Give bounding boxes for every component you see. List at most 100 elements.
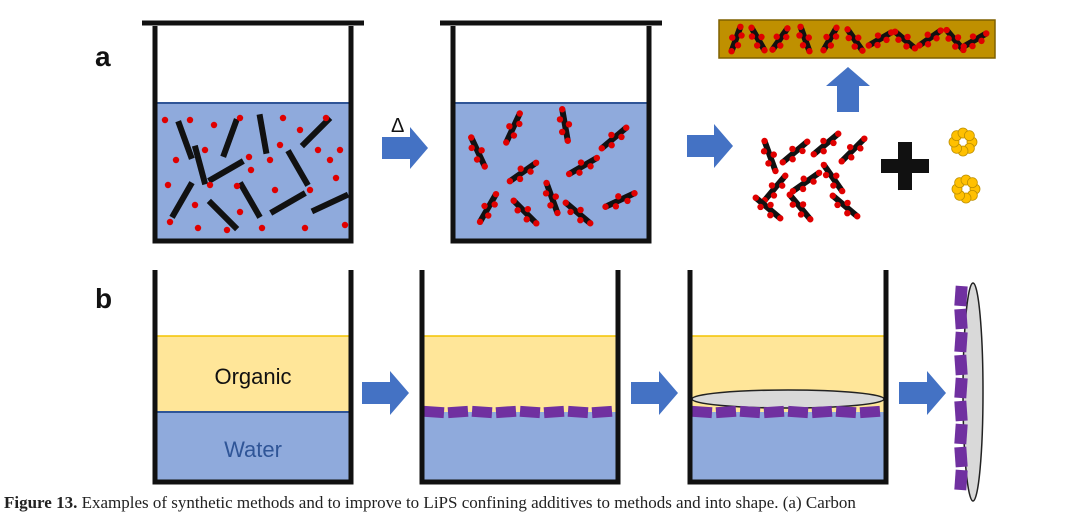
particle [615,193,622,200]
particle [789,155,796,163]
particle [552,193,559,200]
particle [777,215,784,222]
particle [820,147,827,155]
particle [236,114,244,122]
molecule-block [471,405,493,419]
particle [874,32,882,39]
decorated-rods [468,106,638,227]
particle [772,167,779,175]
particle [738,32,745,39]
particle [845,34,852,42]
molecule-block [423,405,445,419]
particle [773,33,780,40]
rod [191,144,209,186]
particle [562,199,569,206]
particle [631,190,638,197]
particle [481,202,488,210]
particle [556,116,564,123]
particle [598,145,605,152]
particle [565,170,573,178]
particle [799,201,807,208]
particle [210,121,218,129]
particle [608,131,615,139]
rod [962,30,988,50]
particle [191,201,199,209]
organic-layer-b1 [155,336,351,412]
molecule-block [954,285,968,307]
particle [728,48,735,55]
rod [508,160,538,184]
particle [206,181,214,189]
particle [799,147,806,155]
molecule-block [787,405,809,419]
particle [916,42,923,49]
particle [807,216,814,223]
molecule-block [954,354,968,376]
particle [895,36,902,43]
particle [822,171,830,179]
particle [952,43,959,50]
particle [623,124,630,131]
particle [844,209,851,217]
sulfur-ring-molecules [948,127,981,204]
particle [279,114,287,122]
particle [247,166,255,174]
particle [768,182,776,189]
rod [821,163,845,193]
particle [223,226,231,234]
rod [477,192,499,224]
particle [827,42,835,49]
particle [815,169,823,177]
rod [256,113,270,155]
molecule-block [715,405,737,419]
arrow-b3 [899,371,946,415]
rod [503,112,523,144]
particle [577,159,585,166]
particle [245,153,253,161]
particle [564,137,571,144]
particle [236,208,244,216]
arrow-up [826,67,870,112]
particle [758,33,765,41]
rod [761,139,779,173]
particle [587,163,594,170]
particle [779,159,786,166]
rod [567,155,599,177]
particle [846,143,854,151]
rod [169,181,195,219]
particle [533,220,540,227]
molecule-block [954,308,968,330]
particle [332,174,340,182]
particle [491,201,498,208]
sulfur-atom [966,177,978,189]
beaker-b1: Organic Water [152,270,354,485]
particle [306,186,314,194]
particle [883,36,890,44]
particle [737,23,744,30]
rod [206,198,240,232]
particle [859,47,866,54]
coated-substrate [954,282,984,502]
molecule-block [763,405,785,419]
particle [186,116,194,124]
particle [514,207,521,214]
particle [558,128,566,136]
particle [506,177,514,185]
particle [524,205,532,213]
particle [473,156,481,163]
molecule-block [954,446,968,468]
particle [468,144,475,152]
rod [559,108,571,142]
particle [734,42,742,49]
water-layer-b1 [155,412,351,482]
rod [207,158,245,184]
molecule-block [954,377,968,399]
particle [945,35,952,42]
rod [839,136,867,164]
particle [765,160,772,167]
rod [787,192,813,222]
particle [770,192,778,199]
particle [478,147,485,154]
particle [769,46,776,53]
